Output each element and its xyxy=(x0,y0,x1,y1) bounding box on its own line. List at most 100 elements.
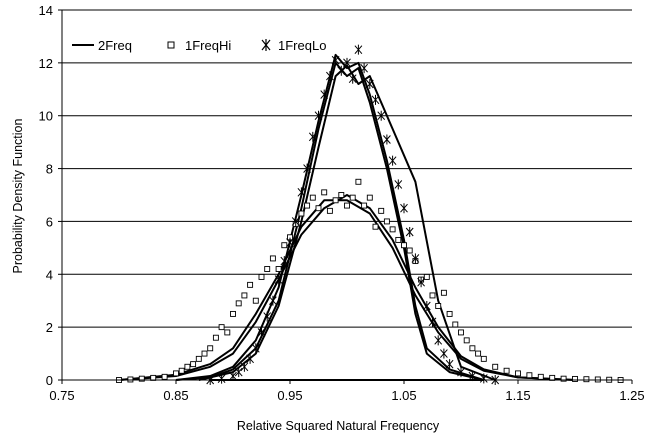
point-1freqhi xyxy=(372,223,379,230)
point-1freqlo xyxy=(280,256,289,267)
curves-2freq xyxy=(118,53,576,381)
point-1freqhi xyxy=(515,370,521,377)
point-1freqhi xyxy=(361,202,368,209)
legend: 2Freq 1FreqHi 1FreqLo xyxy=(72,38,326,53)
point-1freqhi xyxy=(252,297,259,304)
legend-label-1freqhi: 1FreqHi xyxy=(185,38,231,53)
point-1freqhi xyxy=(440,289,447,296)
point-1freqhi xyxy=(212,334,219,341)
point-1freqhi xyxy=(332,197,339,204)
axes xyxy=(58,9,633,384)
point-1freqhi xyxy=(201,350,208,357)
x-tick-label: 0.75 xyxy=(49,388,74,403)
point-1freqhi xyxy=(230,310,236,317)
point-1freqlo xyxy=(217,373,226,384)
y-tick-label: 12 xyxy=(39,56,53,71)
y-axis-title: Probability Density Function xyxy=(11,118,25,273)
point-1freqlo xyxy=(246,353,254,364)
series-line-2freq xyxy=(118,199,576,381)
point-1freqlo xyxy=(308,131,317,142)
series-line-2freq xyxy=(118,194,576,381)
point-1freqhi xyxy=(326,207,333,214)
point-1freqlo xyxy=(326,71,334,82)
point-1freqhi xyxy=(190,361,197,368)
point-1freqlo xyxy=(354,44,363,55)
series-line-2freq xyxy=(175,53,485,381)
gridlines xyxy=(62,9,632,328)
point-1freqhi xyxy=(389,226,396,233)
point-1freqlo xyxy=(229,371,237,382)
tick-labels: 0 2 4 6 8 10 12 14 0.75 0.85 0.95 1.05 1.15 1.25 xyxy=(39,3,645,403)
x-axis-title: Relative Squared Natural Frequency xyxy=(237,419,440,433)
point-1freqlo xyxy=(365,79,374,89)
point-1freqhi xyxy=(469,345,476,352)
legend-label-2freq: 2Freq xyxy=(98,38,132,53)
point-1freqhi xyxy=(458,329,464,336)
point-1freqlo xyxy=(400,203,408,214)
point-1freqlo xyxy=(343,57,351,68)
point-1freqhi xyxy=(304,202,311,209)
y-tick-label: 6 xyxy=(46,214,53,229)
point-1freqhi xyxy=(395,236,402,243)
point-1freqhi xyxy=(537,373,544,380)
point-1freqhi xyxy=(572,375,578,382)
point-1freqhi xyxy=(583,376,590,383)
point-1freqlo xyxy=(468,371,477,382)
point-1freqhi xyxy=(446,310,453,317)
point-1freqhi xyxy=(269,255,276,262)
point-1freqlo xyxy=(291,216,300,227)
point-1freqlo xyxy=(240,361,249,372)
point-1freqhi xyxy=(138,375,145,382)
point-1freqlo xyxy=(411,253,420,264)
point-1freqhi xyxy=(492,363,499,370)
point-1freqlo xyxy=(428,316,437,327)
point-1freqhi xyxy=(224,329,231,336)
x-tick-label: 1.15 xyxy=(505,388,530,403)
point-1freqlo xyxy=(297,187,306,198)
point-1freqlo xyxy=(263,311,272,322)
series-line-2freq xyxy=(175,61,485,381)
point-1freqhi xyxy=(429,292,436,299)
point-1freqlo xyxy=(388,155,397,166)
point-1freqhi xyxy=(241,292,248,299)
point-1freqhi xyxy=(207,345,214,352)
point-1freqhi xyxy=(315,205,322,212)
point-1freqlo xyxy=(269,295,277,306)
point-1freqlo xyxy=(479,373,488,384)
point-1freqhi xyxy=(406,247,413,254)
point-1freqhi xyxy=(247,281,254,288)
point-1freqhi xyxy=(463,337,470,344)
point-1freqhi xyxy=(258,273,265,280)
point-1freqhi xyxy=(423,273,430,280)
point-1freqlo xyxy=(251,343,260,354)
point-1freqlo xyxy=(257,327,266,338)
point-1freqlo xyxy=(457,367,465,378)
point-1freqlo xyxy=(314,110,323,121)
point-1freqhi xyxy=(560,375,567,382)
point-1freqhi xyxy=(594,376,601,383)
point-1freqlo xyxy=(337,65,346,76)
point-1freqhi xyxy=(321,189,328,196)
point-1freqhi xyxy=(235,300,242,307)
point-1freqlo xyxy=(394,179,403,190)
point-1freqlo xyxy=(405,227,414,237)
x-tick-label: 1.25 xyxy=(619,388,644,403)
point-1freqlo xyxy=(417,277,425,288)
point-1freqhi xyxy=(480,355,487,362)
point-1freqlo xyxy=(274,274,283,285)
point-1freqhi xyxy=(275,266,282,272)
point-1freqhi xyxy=(281,242,288,249)
legend-label-1freqlo: 1FreqLo xyxy=(278,38,326,53)
point-1freqhi xyxy=(435,303,442,309)
point-1freqhi xyxy=(503,367,510,374)
point-1freqhi xyxy=(184,363,191,370)
point-1freqhi xyxy=(195,355,202,362)
point-1freqhi xyxy=(344,202,350,209)
point-1freqhi xyxy=(355,178,362,185)
point-1freqlo xyxy=(348,73,357,84)
y-tick-label: 0 xyxy=(46,373,53,388)
point-1freqlo xyxy=(303,163,311,174)
point-1freqlo xyxy=(434,335,443,346)
point-1freqlo xyxy=(286,237,294,248)
